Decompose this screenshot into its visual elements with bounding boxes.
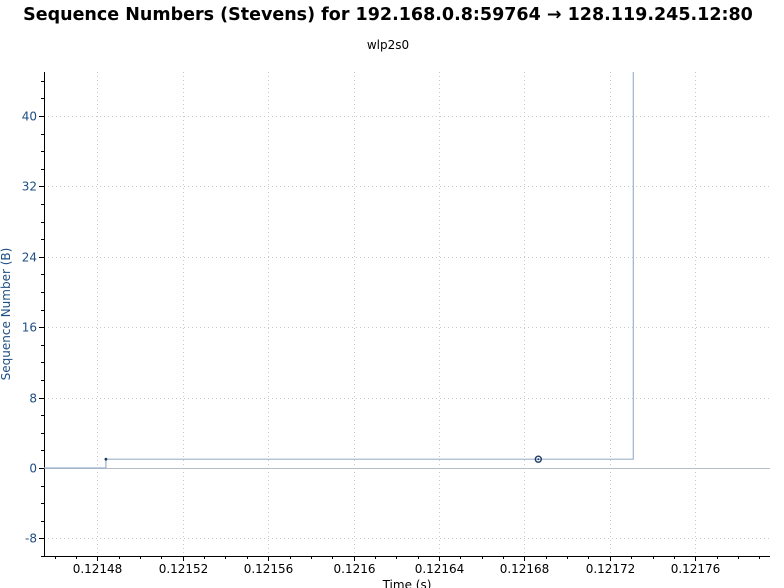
x-tick-label: 0.12164 [415, 562, 465, 576]
y-tick-label: 40 [22, 110, 37, 124]
x-axis-title: Time (s) [382, 578, 432, 588]
grid [44, 72, 770, 556]
x-tick-label: 0.12172 [586, 562, 636, 576]
y-tick-label: 24 [22, 251, 37, 265]
y-tick-label: 8 [29, 392, 37, 406]
ticks: 0.12148 0.12152 0.12156 0.1216 0.12164 0.1216… [22, 81, 760, 576]
dot-marker[interactable] [104, 457, 108, 461]
y-tick-label: 16 [22, 321, 37, 335]
ring-marker[interactable] [534, 455, 543, 463]
markers [104, 455, 543, 463]
x-tick-label: 0.12156 [244, 562, 294, 576]
x-tick-label: 0.1216 [334, 562, 376, 576]
chart-title: Sequence Numbers (Stevens) for 192.168.0… [23, 5, 753, 25]
chart-subtitle: wlp2s0 [366, 38, 410, 52]
y-tick-label: 32 [22, 180, 37, 194]
x-tick-label: 0.12148 [73, 562, 123, 576]
x-tick-label: 0.12152 [159, 562, 209, 576]
series [44, 72, 634, 469]
ring-marker-center [537, 458, 540, 461]
sequence-series-line [44, 72, 634, 469]
y-tick-label: 0 [29, 462, 37, 476]
x-tick-label: 0.12176 [671, 562, 721, 576]
y-axis-title: Sequence Number (B) [0, 248, 13, 381]
x-tick-label: 0.12168 [500, 562, 550, 576]
axes [44, 72, 770, 557]
y-tick-label: -8 [25, 532, 37, 546]
